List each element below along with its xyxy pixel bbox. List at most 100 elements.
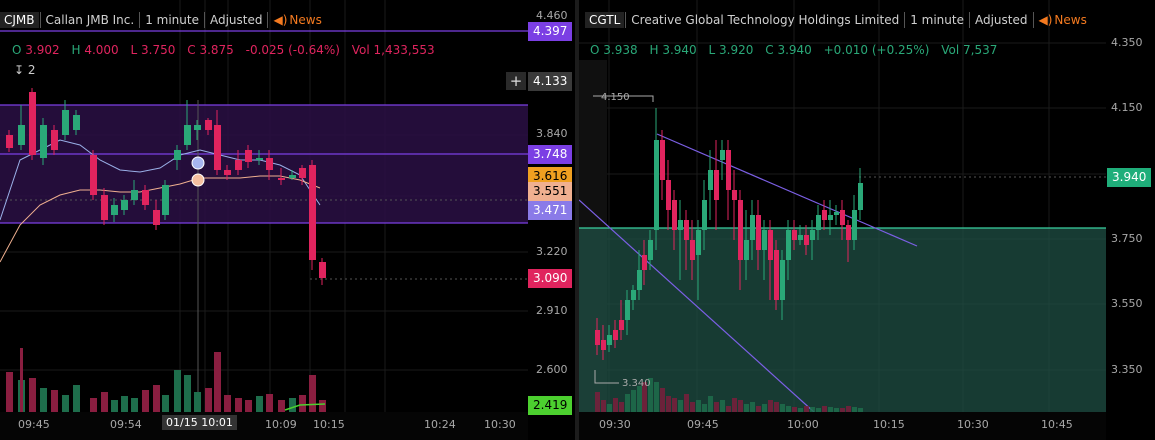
event-marker[interactable]: ↧ 2 bbox=[14, 63, 36, 77]
price-tag[interactable]: 4.397 bbox=[528, 22, 573, 41]
candle-body bbox=[235, 160, 242, 170]
symbol-label[interactable]: CJMB bbox=[0, 12, 39, 28]
price-tag[interactable]: 2.419 bbox=[528, 396, 573, 415]
volume-bar bbox=[162, 395, 169, 412]
price-axis-label: 3.550 bbox=[1111, 297, 1143, 310]
volume-bar bbox=[744, 404, 749, 412]
volume-bar bbox=[642, 382, 647, 412]
high-label: H bbox=[71, 43, 81, 57]
add-alert-button[interactable]: + bbox=[506, 72, 526, 90]
candle-body bbox=[73, 115, 80, 130]
candle-body bbox=[162, 185, 169, 215]
adjusted-toggle[interactable]: Adjusted bbox=[209, 13, 263, 27]
adjusted-toggle[interactable]: Adjusted bbox=[974, 13, 1028, 27]
session-high-marker: 4.150 bbox=[601, 92, 630, 103]
volume-bar bbox=[828, 407, 833, 412]
candle-body bbox=[142, 190, 149, 205]
volume-bar bbox=[702, 404, 707, 412]
volume-bar bbox=[786, 406, 791, 412]
news-button[interactable]: News bbox=[1054, 13, 1087, 27]
price-tag[interactable]: 3.090 bbox=[528, 269, 573, 288]
candle-body bbox=[174, 150, 181, 160]
volume-bar bbox=[121, 396, 128, 412]
trendline-upper bbox=[656, 133, 918, 247]
price-axis-label: 3.350 bbox=[1111, 363, 1143, 376]
chart-pane-cgtl[interactable]: CGTL Creative Global Technology Holdings… bbox=[579, 0, 1155, 440]
volume-bar bbox=[214, 352, 221, 412]
interval-selector[interactable]: 1 minute bbox=[910, 13, 964, 27]
separator bbox=[625, 12, 627, 28]
low-value: 3.920 bbox=[719, 43, 754, 57]
candle-body bbox=[51, 130, 58, 150]
volume-bar bbox=[111, 400, 118, 412]
volume-bar bbox=[792, 407, 797, 412]
candle-body bbox=[696, 230, 701, 255]
separator bbox=[139, 12, 141, 28]
volume-bar bbox=[768, 400, 773, 412]
close-label: C bbox=[765, 43, 774, 57]
interval-selector[interactable]: 1 minute bbox=[145, 13, 199, 27]
price-range-band bbox=[0, 105, 528, 223]
news-button[interactable]: News bbox=[289, 13, 322, 27]
company-name: Creative Global Technology Holdings Limi… bbox=[631, 13, 900, 27]
arrow-down-icon: ↧ bbox=[14, 63, 25, 77]
time-axis-background bbox=[579, 412, 1155, 440]
volume-bar bbox=[266, 394, 273, 412]
cjmb-header: CJMB Callan JMB Inc. 1 minute Adjusted ◀… bbox=[0, 10, 326, 30]
volume-bar bbox=[613, 398, 618, 412]
price-axis-label: 3.220 bbox=[536, 245, 568, 258]
candle-body bbox=[40, 125, 47, 158]
trendline-lower bbox=[579, 199, 815, 413]
close-label: C bbox=[187, 43, 196, 57]
cjmb-chart-canvas[interactable] bbox=[0, 0, 575, 440]
volume-bar bbox=[601, 400, 606, 412]
volume-bar bbox=[726, 406, 731, 412]
high-value: 4.000 bbox=[84, 43, 119, 57]
symbol-label[interactable]: CGTL bbox=[585, 12, 625, 28]
price-tag[interactable]: 4.133 bbox=[528, 72, 573, 91]
candle-body bbox=[153, 210, 160, 225]
candle-body bbox=[111, 205, 118, 215]
volume-bar bbox=[20, 348, 23, 412]
candle-body bbox=[214, 125, 221, 170]
candle-body bbox=[184, 125, 191, 145]
volume-bar bbox=[289, 398, 296, 412]
candle-body bbox=[101, 195, 108, 220]
candle-body bbox=[762, 230, 767, 250]
volume-bar bbox=[684, 394, 689, 412]
volume-bar bbox=[780, 404, 785, 412]
session-high-bracket bbox=[593, 95, 654, 102]
candle-body bbox=[690, 240, 695, 260]
session-low-bracket bbox=[594, 370, 619, 384]
cgtl-chart-canvas[interactable] bbox=[579, 0, 1155, 440]
candle-body bbox=[720, 150, 725, 160]
price-tag[interactable]: 3.616 bbox=[528, 167, 573, 186]
change-value: -0.025 (-0.64%) bbox=[245, 43, 340, 57]
candle-body bbox=[774, 250, 779, 300]
pane-divider[interactable] bbox=[575, 0, 579, 440]
price-tag[interactable]: 3.748 bbox=[528, 145, 573, 164]
separator bbox=[39, 12, 41, 28]
chart-pane-cjmb[interactable]: CJMB Callan JMB Inc. 1 minute Adjusted ◀… bbox=[0, 0, 575, 440]
time-axis-label: 10:45 bbox=[1041, 418, 1073, 431]
time-axis-label: 10:30 bbox=[484, 418, 516, 431]
separator bbox=[203, 12, 205, 28]
time-axis-label: 10:24 bbox=[424, 418, 456, 431]
volume-bar bbox=[6, 372, 13, 412]
volume-value: 7,537 bbox=[963, 43, 998, 57]
volume-bar bbox=[625, 394, 630, 412]
candle-body bbox=[29, 92, 36, 155]
price-tag[interactable]: 3.551 bbox=[528, 182, 573, 201]
volume-bar bbox=[840, 408, 845, 412]
volume-value: 1,433,553 bbox=[373, 43, 435, 57]
candle-body bbox=[822, 210, 827, 220]
volume-bar bbox=[631, 390, 636, 412]
volume-bar bbox=[194, 392, 201, 412]
candle-body bbox=[834, 212, 839, 215]
price-tag[interactable]: 3.471 bbox=[528, 201, 573, 220]
price-tag[interactable]: 3.940 bbox=[1107, 168, 1152, 187]
low-label: L bbox=[708, 43, 716, 57]
candle-body bbox=[768, 230, 773, 260]
candle-body bbox=[654, 140, 659, 230]
volume-bar bbox=[738, 400, 743, 412]
